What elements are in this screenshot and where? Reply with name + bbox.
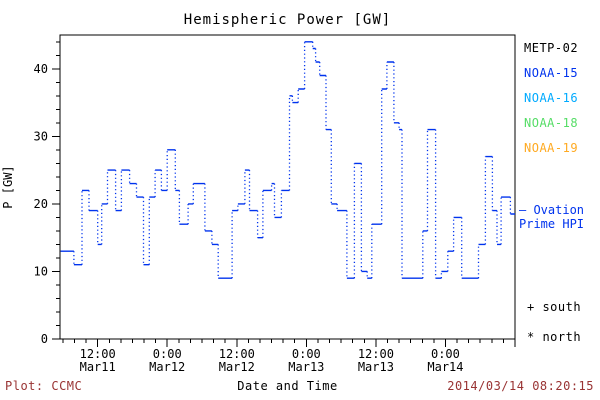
- south-marker-label: + south: [527, 300, 582, 314]
- legend-item-metp02: METP-02: [524, 41, 579, 55]
- legend-item-noaa19: NOAA-19: [524, 141, 579, 155]
- axis-ticks: [52, 41, 516, 347]
- timestamp: 2014/03/14 08:20:15: [447, 379, 594, 393]
- y-tick-label: 40: [34, 62, 48, 76]
- legend-item-noaa16: NOAA-16: [524, 91, 579, 105]
- y-tick-label: 30: [34, 129, 48, 143]
- ovation-prime-hpi-label: – Ovation Prime HPI: [519, 203, 584, 231]
- x-tick-label: 0:00 Mar14: [427, 347, 463, 374]
- legend-item-noaa15: NOAA-15: [524, 66, 579, 80]
- y-tick-label: 20: [34, 197, 48, 211]
- x-tick-label: 12:00 Mar13: [358, 347, 394, 374]
- legend-item-noaa18: NOAA-18: [524, 116, 579, 130]
- series-step-verticals: [73, 41, 512, 279]
- page-title: Hemispheric Power [GW]: [183, 12, 392, 28]
- x-tick-label: 0:00 Mar13: [288, 347, 324, 374]
- x-tick-label: 12:00 Mar11: [80, 347, 116, 374]
- y-axis-label: P [GW]: [1, 165, 15, 209]
- y-tick-label: 0: [41, 332, 48, 346]
- ovation-label-line2: Prime HPI: [519, 217, 585, 231]
- y-tick-label: 10: [34, 264, 48, 278]
- x-axis-label: Date and Time: [237, 379, 338, 393]
- ovation-label-line1: – Ovation: [519, 203, 585, 217]
- north-marker-label: * north: [527, 330, 582, 344]
- series-step-horizontals: [60, 41, 515, 279]
- x-tick-label: 0:00 Mar12: [149, 347, 185, 374]
- plot-credit: Plot: CCMC: [5, 379, 83, 393]
- plot-frame: [59, 34, 516, 340]
- x-tick-label: 12:00 Mar12: [219, 347, 255, 374]
